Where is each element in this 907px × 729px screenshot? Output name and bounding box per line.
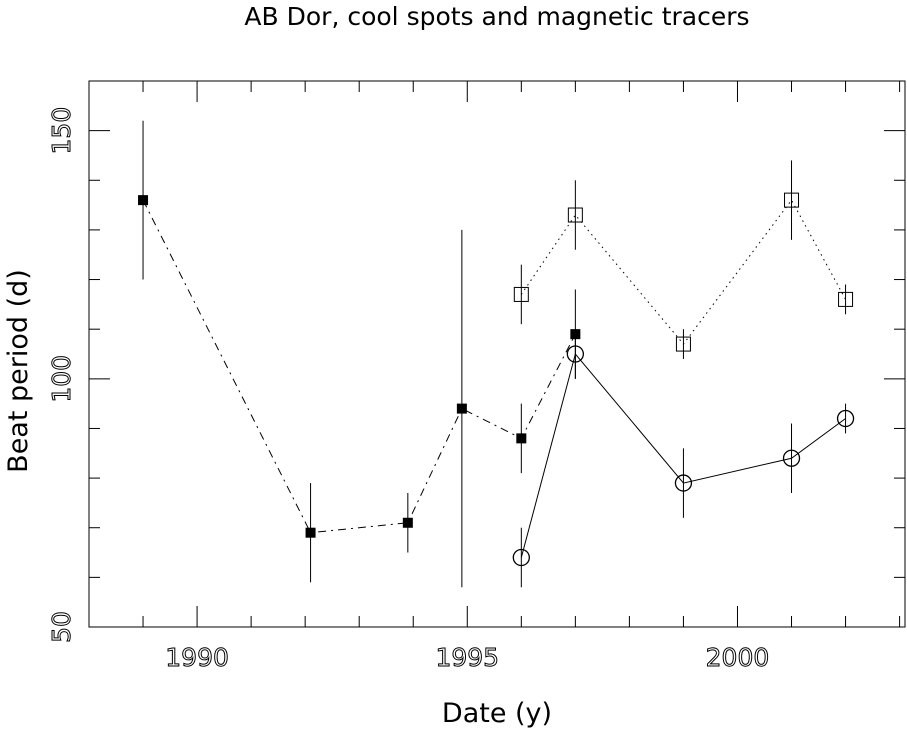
x-tick-label: 2000 xyxy=(706,643,770,672)
x-tick-label: 1990 xyxy=(165,643,229,672)
axis-ticks xyxy=(88,80,905,628)
series-3-point xyxy=(674,474,693,492)
series-2-point xyxy=(784,192,800,208)
series-1-point xyxy=(402,517,413,528)
series-3-point xyxy=(512,548,530,567)
y-tick-label: 100 xyxy=(47,355,76,403)
series-1-point xyxy=(516,433,527,444)
chart-title: AB Dor, cool spots and magnetic tracers xyxy=(244,2,749,31)
series-2-point xyxy=(567,207,583,223)
series-1-point xyxy=(570,329,581,340)
x-tick-label: 1995 xyxy=(435,643,499,672)
series-3-point xyxy=(836,409,855,428)
data-markers xyxy=(138,192,855,567)
series-3-point xyxy=(782,449,801,467)
tick-labels: 1990 1995 2000 50 100 150 xyxy=(47,106,770,672)
series-lines xyxy=(142,199,846,558)
series-3-point xyxy=(566,345,585,363)
series-1-point xyxy=(305,527,316,538)
series-1-line xyxy=(142,199,576,534)
error-bars xyxy=(142,120,847,588)
series-1-point xyxy=(138,195,149,206)
x-axis-label: Date (y) xyxy=(442,698,552,729)
y-tick-label: 150 xyxy=(47,107,76,155)
series-2-point xyxy=(838,291,854,307)
series-2-point xyxy=(675,336,691,352)
series-2-point xyxy=(513,286,529,302)
y-tick-label: 50 xyxy=(47,611,76,643)
y-axis-label: Beat period (d) xyxy=(3,269,34,473)
series-1-point xyxy=(456,403,467,414)
plot-frame xyxy=(88,80,906,628)
